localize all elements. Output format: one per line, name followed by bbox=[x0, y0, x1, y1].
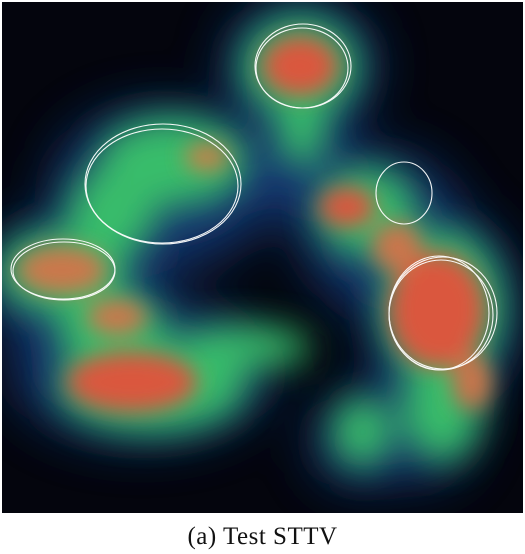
fixation-ellipse bbox=[388, 255, 490, 371]
fixation-ellipse bbox=[375, 161, 433, 225]
fixation-ellipse bbox=[255, 27, 349, 109]
fixation-ellipse bbox=[84, 123, 242, 245]
saliency-heatmap bbox=[2, 2, 523, 513]
fixation-ellipse bbox=[85, 128, 239, 244]
figure-caption: (a) Test STTV bbox=[187, 523, 338, 550]
fixation-ellipse bbox=[12, 241, 116, 301]
